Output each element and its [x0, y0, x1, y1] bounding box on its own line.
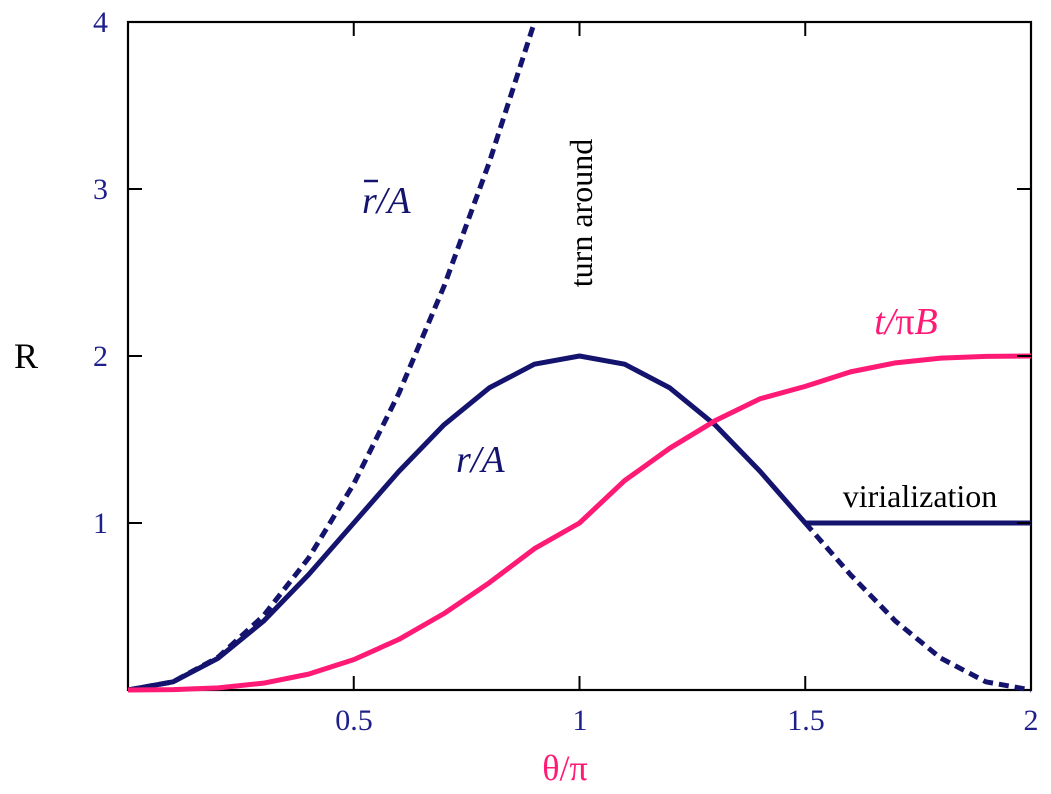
t-label-b: B [915, 301, 938, 343]
ticks [128, 21, 1032, 690]
t-label-pi: π [895, 301, 914, 343]
rbar-label-base: r [362, 180, 377, 222]
series-line-2 [803, 521, 1032, 693]
turn-around-label: turn around [563, 139, 599, 287]
x-axis-label: θ/π [542, 748, 587, 788]
y-tick-label-1: 1 [93, 507, 108, 540]
virialization-label: virialization [843, 478, 998, 514]
series-line-3 [127, 353, 1032, 693]
x-tick-label-2: 2 [1024, 704, 1039, 737]
y-axis-label: R [14, 336, 38, 376]
y-tick-label-3: 3 [93, 173, 108, 206]
svg-text:r/A: r/A [362, 180, 411, 222]
x-tick-label-1: 1 [573, 704, 588, 737]
y-tick-label-4: 4 [93, 6, 108, 39]
series-line-0 [127, 21, 537, 693]
x-tick-label-0.5: 0.5 [335, 704, 373, 737]
r-label: r/A [456, 439, 505, 481]
t-label-t: t/ [874, 301, 899, 343]
curves [127, 21, 1032, 693]
y-tick-label-2: 2 [93, 340, 108, 373]
rbar-label: r/A [362, 179, 411, 222]
t-label: t/πB [874, 301, 938, 343]
rbar-label-rest: /A [375, 180, 412, 222]
series-line-1 [127, 353, 1031, 693]
x-tick-label-1.5: 1.5 [787, 704, 825, 737]
